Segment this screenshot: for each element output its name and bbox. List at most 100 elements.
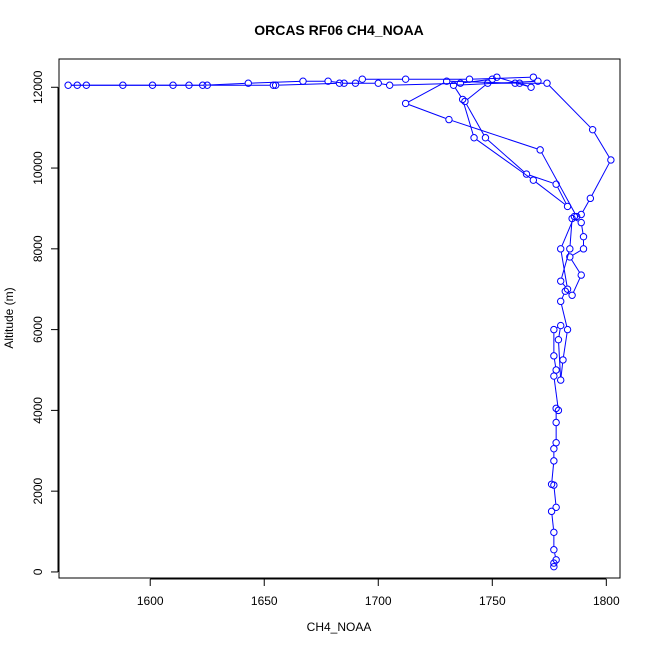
data-point [340, 79, 348, 87]
y-tick-label: 0 [31, 568, 45, 575]
data-point [550, 457, 558, 465]
data-point [324, 77, 332, 85]
data-point [554, 336, 563, 344]
data-point [563, 202, 572, 211]
data-point [488, 75, 496, 83]
data-point [534, 77, 542, 85]
data-point [461, 97, 469, 106]
data-point [465, 75, 474, 83]
series-line-segment [561, 294, 565, 299]
data-point [577, 218, 585, 227]
data-point [550, 546, 558, 554]
data-point [82, 81, 91, 89]
data-point [557, 277, 565, 285]
series-line-segment [582, 201, 590, 212]
series-line-segment [529, 174, 553, 184]
data-point [527, 83, 535, 91]
data-point [552, 418, 560, 427]
series-line-segment [575, 219, 579, 222]
x-tick-label: 1600 [137, 594, 164, 608]
series-line-segment [522, 83, 528, 87]
data-point [536, 146, 544, 154]
data-point [550, 445, 558, 453]
data-point [563, 285, 572, 293]
series-line-segment [562, 283, 566, 287]
series-line-segment [560, 363, 564, 377]
series-line-segment [581, 225, 584, 234]
series-line-segment [476, 139, 531, 179]
series-line-segment [573, 278, 581, 293]
series-line-segment [549, 85, 591, 128]
data-point [568, 214, 576, 223]
data-point [148, 81, 157, 89]
data-point [552, 503, 560, 512]
series-line-segment [558, 328, 561, 337]
data-point [557, 245, 565, 253]
x-axis-title: CH4_NOAA [307, 620, 372, 634]
data-point [577, 271, 585, 279]
data-point [401, 99, 410, 108]
series-line-segment [381, 83, 387, 86]
data-point [579, 245, 588, 253]
data-point [607, 156, 615, 164]
series-line-segment [571, 259, 580, 273]
series-line-segment [561, 304, 568, 327]
data-point [493, 73, 501, 81]
data-point [579, 233, 588, 241]
data-point [271, 81, 280, 89]
data-point [577, 210, 585, 219]
x-tick-label: 1650 [251, 594, 278, 608]
data-point [511, 79, 519, 87]
data-point [529, 73, 538, 81]
series-line-segment [408, 82, 444, 103]
data-point [401, 75, 410, 83]
y-tick-label: 2000 [31, 477, 45, 504]
y-tick-label: 6000 [31, 316, 45, 343]
data-point [552, 556, 560, 564]
data-point [185, 81, 193, 89]
series-line-segment [563, 332, 568, 357]
x-tick-label: 1800 [593, 594, 620, 608]
series-line-segment [561, 219, 574, 246]
series-line-segment [551, 514, 554, 529]
series-line-segment [450, 80, 517, 84]
data-point [550, 352, 558, 360]
y-axis-title: Altitude (m) [2, 287, 16, 348]
data-point [385, 81, 394, 89]
data-point [550, 325, 558, 334]
data-point [566, 245, 574, 253]
series-line-segment [487, 139, 525, 173]
data-point [198, 81, 207, 89]
series-line-segment [594, 132, 610, 158]
y-axis: 0 2000 4000 6000 8000 10000 12000 [31, 70, 59, 575]
data-point [522, 170, 531, 178]
series-line-segment [455, 87, 462, 97]
series-line-segment [572, 250, 581, 256]
data-point [550, 528, 558, 537]
data-point [470, 134, 478, 142]
data-point [299, 77, 307, 85]
series-line-segment [535, 181, 566, 205]
data-point [563, 325, 572, 334]
series-line-segment [408, 104, 446, 119]
data-point [561, 287, 569, 295]
y-tick-label: 10000 [31, 151, 45, 185]
series-line-segment [561, 252, 570, 278]
data-point [547, 507, 556, 516]
plot-area [64, 73, 615, 571]
data-point [550, 562, 558, 571]
data-point [119, 81, 127, 89]
data-point [557, 321, 565, 330]
series-line-segment [456, 80, 535, 86]
data-point [269, 81, 278, 89]
y-tick-label: 8000 [31, 235, 45, 262]
data-point [335, 79, 344, 87]
data-point [570, 212, 579, 221]
data-point [550, 372, 558, 380]
data-point [557, 376, 565, 384]
data-point [566, 253, 574, 261]
data-point [559, 356, 567, 364]
x-tick-label: 1700 [365, 594, 392, 608]
data-point [458, 95, 467, 104]
